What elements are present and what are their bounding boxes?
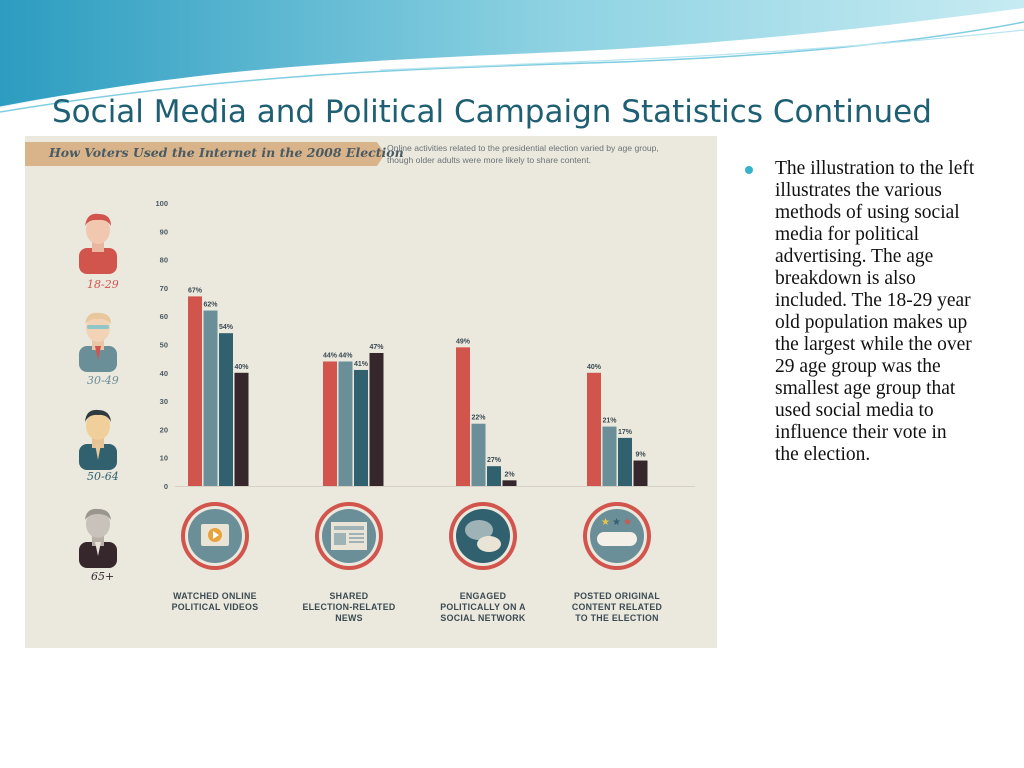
age-label-50-64: 50-64: [87, 470, 119, 483]
y-tick-label: 20: [160, 425, 168, 434]
bar-data-label: 40%: [587, 364, 602, 371]
category-label-line: SOCIAL NETWORK: [440, 613, 526, 623]
y-tick-label: 60: [160, 312, 168, 321]
video-play-icon: [181, 502, 249, 570]
infographic-subtitle: Online activities related to the preside…: [387, 143, 659, 165]
infographic-header-banner: [25, 136, 717, 172]
bar-30-49-2: [471, 423, 486, 486]
newspaper-icon: [315, 502, 383, 570]
bar-data-label: 2%: [504, 471, 515, 478]
infographic-title: How Voters Used the Internet in the 2008…: [49, 145, 404, 160]
bar-data-label: 47%: [369, 344, 384, 351]
bar-18-29-0: [188, 296, 202, 486]
bar-65+-1: [369, 352, 384, 486]
y-tick-label: 100: [155, 199, 168, 208]
stars-comment-icon: ★ ★ ★: [583, 502, 651, 570]
bar-18-29-1: [323, 361, 337, 486]
category-label-shared-news: SHARED ELECTION-RELATED NEWS: [289, 591, 409, 624]
age-label-30-49: 30-49: [87, 374, 119, 387]
person-65-plus-icon: [79, 508, 117, 568]
svg-text:★: ★: [623, 517, 632, 528]
category-label-line: NEWS: [335, 613, 363, 623]
speech-bubbles-icon: [449, 502, 517, 570]
bar-data-label: 54%: [219, 324, 234, 331]
bar-data-label: 21%: [602, 418, 617, 425]
category-label-line: WATCHED ONLINE: [173, 591, 257, 601]
bar-30-49-0: [203, 310, 218, 486]
bar-data-label: 44%: [338, 352, 353, 359]
y-tick-label: 80: [160, 256, 168, 265]
bar-50-64-3: [618, 437, 632, 486]
bar-data-label: 40%: [234, 364, 249, 371]
category-label-line: ELECTION-RELATED: [302, 602, 396, 612]
category-label-line: SHARED: [329, 591, 369, 601]
bar-data-label: 62%: [203, 302, 218, 309]
category-label-line: POLITICAL VIDEOS: [171, 602, 259, 612]
y-tick-label: 30: [160, 397, 168, 406]
category-label-line: POSTED ORIGINAL: [573, 591, 661, 601]
bar-data-label: 22%: [471, 415, 486, 422]
svg-text:★: ★: [601, 517, 610, 528]
bar-50-64-2: [487, 466, 501, 486]
person-50-64-icon: [79, 409, 117, 470]
category-label-line: POLITICALLY ON A: [440, 602, 526, 612]
category-label-line: TO THE ELECTION: [575, 613, 659, 623]
y-tick-label: 40: [160, 369, 168, 378]
category-label-posted-content: POSTED ORIGINAL CONTENT RELATED TO THE E…: [557, 591, 677, 624]
bullet-text: The illustration to the left illustrates…: [775, 158, 975, 465]
bar-data-label: 67%: [188, 287, 203, 294]
y-tick-label: 10: [160, 454, 168, 463]
bar-chart: 0 10 20 30 40 50 60 70 80 90 100 67% 44% 49% 40% 62% 44%…: [155, 199, 695, 491]
slide-title: Social Media and Political Campaign Stat…: [52, 94, 932, 130]
bar-30-49-3: [602, 426, 617, 486]
age-label-65-plus: 65+: [91, 570, 115, 583]
bar-data-label: 27%: [487, 457, 502, 464]
infographic-panel: How Voters Used the Internet in the 2008…: [25, 136, 717, 648]
person-30-49-icon: [79, 312, 117, 372]
bar-data-label: 49%: [456, 338, 471, 345]
bar-50-64-0: [219, 333, 233, 486]
bar-18-29-3: [587, 372, 601, 486]
bar-65+-3: [633, 460, 648, 486]
y-tick-label: 50: [160, 341, 168, 350]
bar-50-64-1: [354, 369, 368, 486]
bar-65+-0: [234, 372, 249, 486]
category-label-social-network: ENGAGED POLITICALLY ON A SOCIAL NETWORK: [423, 591, 543, 624]
category-label-watched-videos: WATCHED ONLINE POLITICAL VIDEOS: [155, 591, 275, 613]
bar-18-29-2: [456, 347, 470, 486]
category-label-line: CONTENT RELATED: [571, 602, 663, 612]
bullet-dot-icon: [745, 166, 753, 174]
y-tick-label: 70: [160, 284, 168, 293]
person-18-29-icon: [79, 213, 117, 274]
y-tick-label: 0: [164, 482, 168, 491]
bar-data-label: 9%: [635, 452, 646, 459]
bar-data-label: 17%: [618, 429, 633, 436]
age-label-18-29: 18-29: [87, 278, 119, 291]
svg-text:★: ★: [612, 517, 621, 528]
y-tick-label: 90: [160, 227, 168, 236]
bar-30-49-1: [338, 361, 353, 486]
bar-data-label: 41%: [354, 361, 369, 368]
bar-data-label: 44%: [323, 352, 338, 359]
category-label-line: ENGAGED: [459, 591, 507, 601]
top-wave-decoration: [0, 0, 1024, 113]
bar-65+-2: [502, 480, 517, 486]
